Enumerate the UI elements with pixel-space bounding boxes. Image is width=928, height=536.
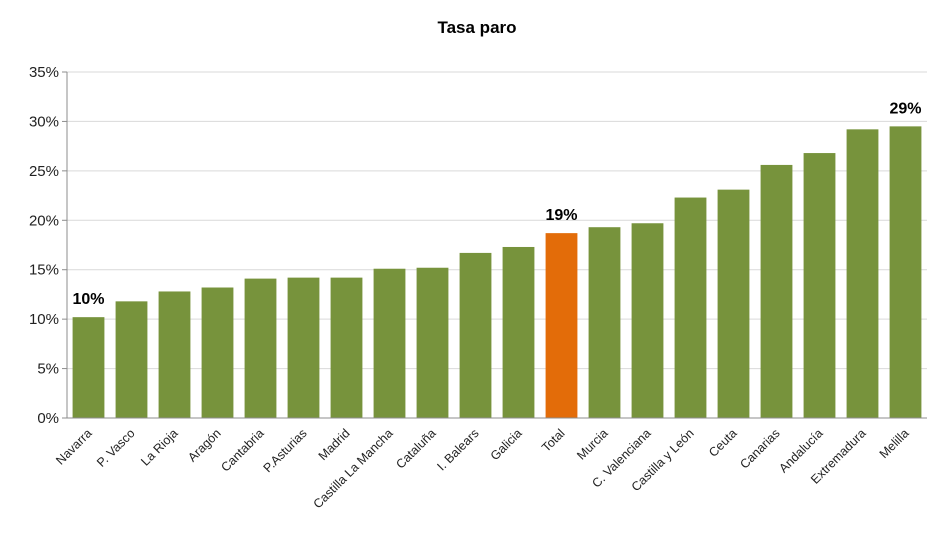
bar <box>631 223 664 418</box>
bar <box>717 189 750 418</box>
x-tick-label: P. Vasco <box>94 426 138 470</box>
bar <box>846 129 879 418</box>
bar <box>72 317 105 418</box>
bar <box>330 277 363 418</box>
bar <box>201 287 234 418</box>
data-label: 10% <box>72 291 104 308</box>
x-tick-label: Total <box>539 426 568 455</box>
bar <box>287 277 320 418</box>
bar <box>502 246 535 418</box>
x-tick-label: Cataluña <box>393 426 438 471</box>
bar <box>373 268 406 418</box>
bar <box>760 164 793 418</box>
bar <box>115 301 148 418</box>
y-tick-label: 30% <box>29 113 59 130</box>
y-tick-label: 0% <box>37 410 59 427</box>
y-tick-label: 15% <box>29 262 59 279</box>
bar <box>545 233 578 418</box>
x-axis-ticks: Navarra P. Vasco La Rioja AragónCantabriaP.… <box>53 426 911 511</box>
y-axis-ticks: 0% 5% 10% 15% 20% 25% 30% 35% <box>29 64 67 427</box>
bar <box>674 197 707 418</box>
x-tick-label: P.Asturias <box>261 426 310 475</box>
x-tick-label: Canarias <box>737 426 782 471</box>
data-labels: 10% 19% 29% <box>72 100 921 308</box>
x-tick-label: Galicia <box>488 426 525 463</box>
bar <box>588 227 621 418</box>
x-tick-label: Ceuta <box>706 426 740 460</box>
bar <box>244 278 277 418</box>
bar <box>889 126 922 418</box>
y-tick-label: 10% <box>29 311 59 328</box>
y-tick-label: 35% <box>29 64 59 81</box>
bar <box>803 153 836 418</box>
y-tick-label: 20% <box>29 212 59 229</box>
x-tick-label: Aragón <box>185 426 223 464</box>
gridlines <box>67 71 927 370</box>
x-tick-label: Cantabria <box>218 426 266 474</box>
x-tick-label: Melilla <box>877 426 912 461</box>
x-tick-label: Murcia <box>574 426 610 462</box>
x-tick-label: La Rioja <box>138 426 180 468</box>
x-tick-label: Madrid <box>316 426 353 463</box>
bars <box>72 126 922 418</box>
bar <box>158 291 191 418</box>
x-tick-label: Navarra <box>53 426 94 467</box>
data-label: 29% <box>889 100 921 117</box>
chart-title: Tasa paro <box>437 18 516 37</box>
y-tick-label: 5% <box>37 361 59 378</box>
bar <box>416 267 449 418</box>
bar <box>459 252 492 418</box>
y-tick-label: 25% <box>29 163 59 180</box>
x-tick-label: Castilla La Mancha <box>311 426 396 511</box>
x-tick-label: I. Balears <box>434 426 481 473</box>
data-label: 19% <box>545 207 577 224</box>
